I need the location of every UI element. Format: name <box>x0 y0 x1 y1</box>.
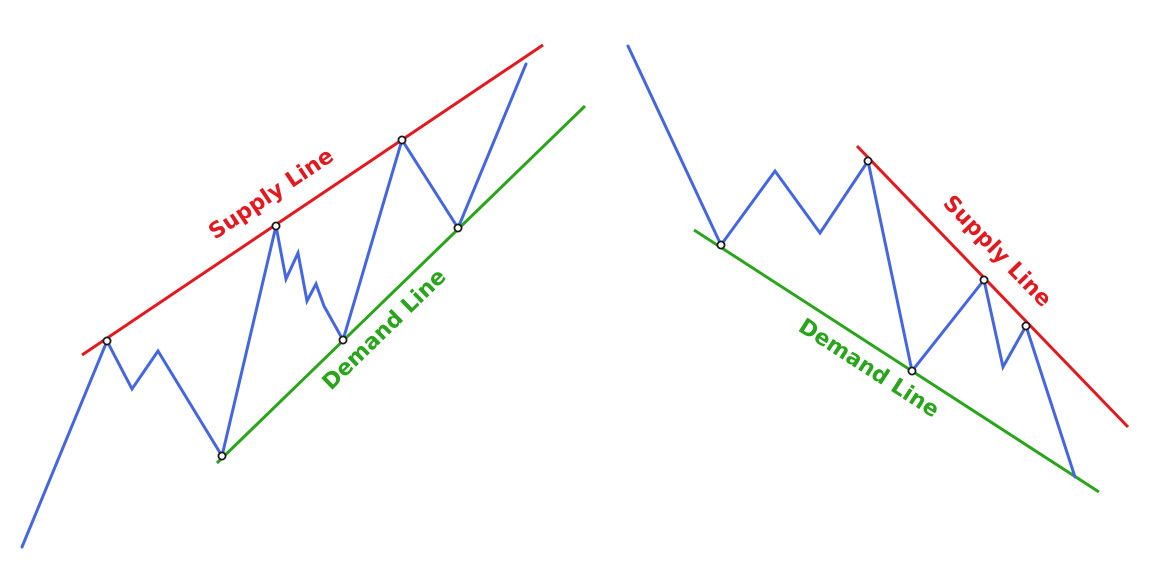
left-supply-label: Supply Line <box>204 144 338 245</box>
uptrend-diagram: Supply Line Demand Line <box>20 43 587 549</box>
right-demand-line <box>693 228 1100 494</box>
right-supply-label: Supply Line <box>938 191 1056 312</box>
downtrend-diagram: Supply Line Demand Line <box>626 44 1130 494</box>
right-price-path <box>626 44 1077 479</box>
left-supply-line <box>81 43 544 357</box>
right-pivot-low-1 <box>716 240 726 250</box>
left-pivot-high-3 <box>397 135 407 145</box>
left-pivot-low-2 <box>338 335 348 345</box>
left-pivot-low-3 <box>453 223 463 233</box>
left-pivot-low-1 <box>217 451 227 461</box>
right-supply-line <box>855 144 1130 429</box>
right-pivot-high-3 <box>1021 321 1031 331</box>
right-pivot-low-2 <box>907 366 917 376</box>
left-price-path <box>20 62 528 549</box>
right-pivot-high-1 <box>863 156 873 166</box>
left-pivot-high-1 <box>102 336 112 346</box>
right-demand-label: Demand Line <box>794 314 944 423</box>
left-demand-line <box>215 104 587 465</box>
left-pivot-high-2 <box>271 221 281 231</box>
right-pivot-high-2 <box>979 275 989 285</box>
